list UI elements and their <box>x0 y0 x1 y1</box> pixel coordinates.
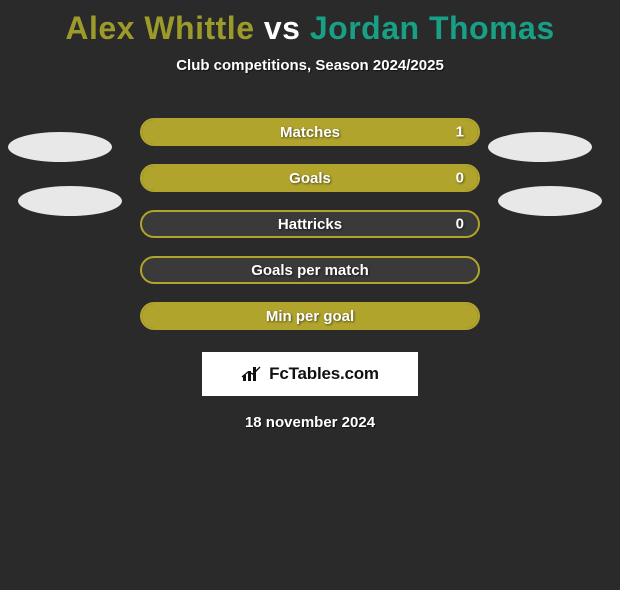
stat-label: Goals <box>289 170 331 187</box>
stat-row: Hattricks 0 <box>140 210 480 238</box>
stat-label: Goals per match <box>251 262 369 279</box>
stat-row: Min per goal <box>140 302 480 330</box>
brand-badge: FcTables.com <box>202 352 418 396</box>
brand-text: FcTables.com <box>269 364 379 384</box>
avatar-placeholder <box>18 186 122 216</box>
avatar-placeholder <box>498 186 602 216</box>
stat-value: 0 <box>456 170 464 187</box>
stat-row: Goals per match <box>140 256 480 284</box>
vs-label: vs <box>264 10 301 46</box>
player-a-name: Alex Whittle <box>65 10 254 46</box>
stat-row: Goals 0 <box>140 164 480 192</box>
stat-label: Min per goal <box>266 308 354 325</box>
stat-row: Matches 1 <box>140 118 480 146</box>
stat-label: Hattricks <box>278 216 342 233</box>
bar-chart-icon <box>241 365 263 383</box>
player-b-name: Jordan Thomas <box>310 10 555 46</box>
stat-value: 0 <box>456 216 464 233</box>
comparison-title: Alex Whittle vs Jordan Thomas <box>0 10 620 47</box>
date-label: 18 november 2024 <box>0 414 620 431</box>
avatar-placeholder <box>488 132 592 162</box>
stat-label: Matches <box>280 124 340 141</box>
avatar-placeholder <box>8 132 112 162</box>
stat-value: 1 <box>456 124 464 141</box>
subtitle: Club competitions, Season 2024/2025 <box>0 57 620 74</box>
